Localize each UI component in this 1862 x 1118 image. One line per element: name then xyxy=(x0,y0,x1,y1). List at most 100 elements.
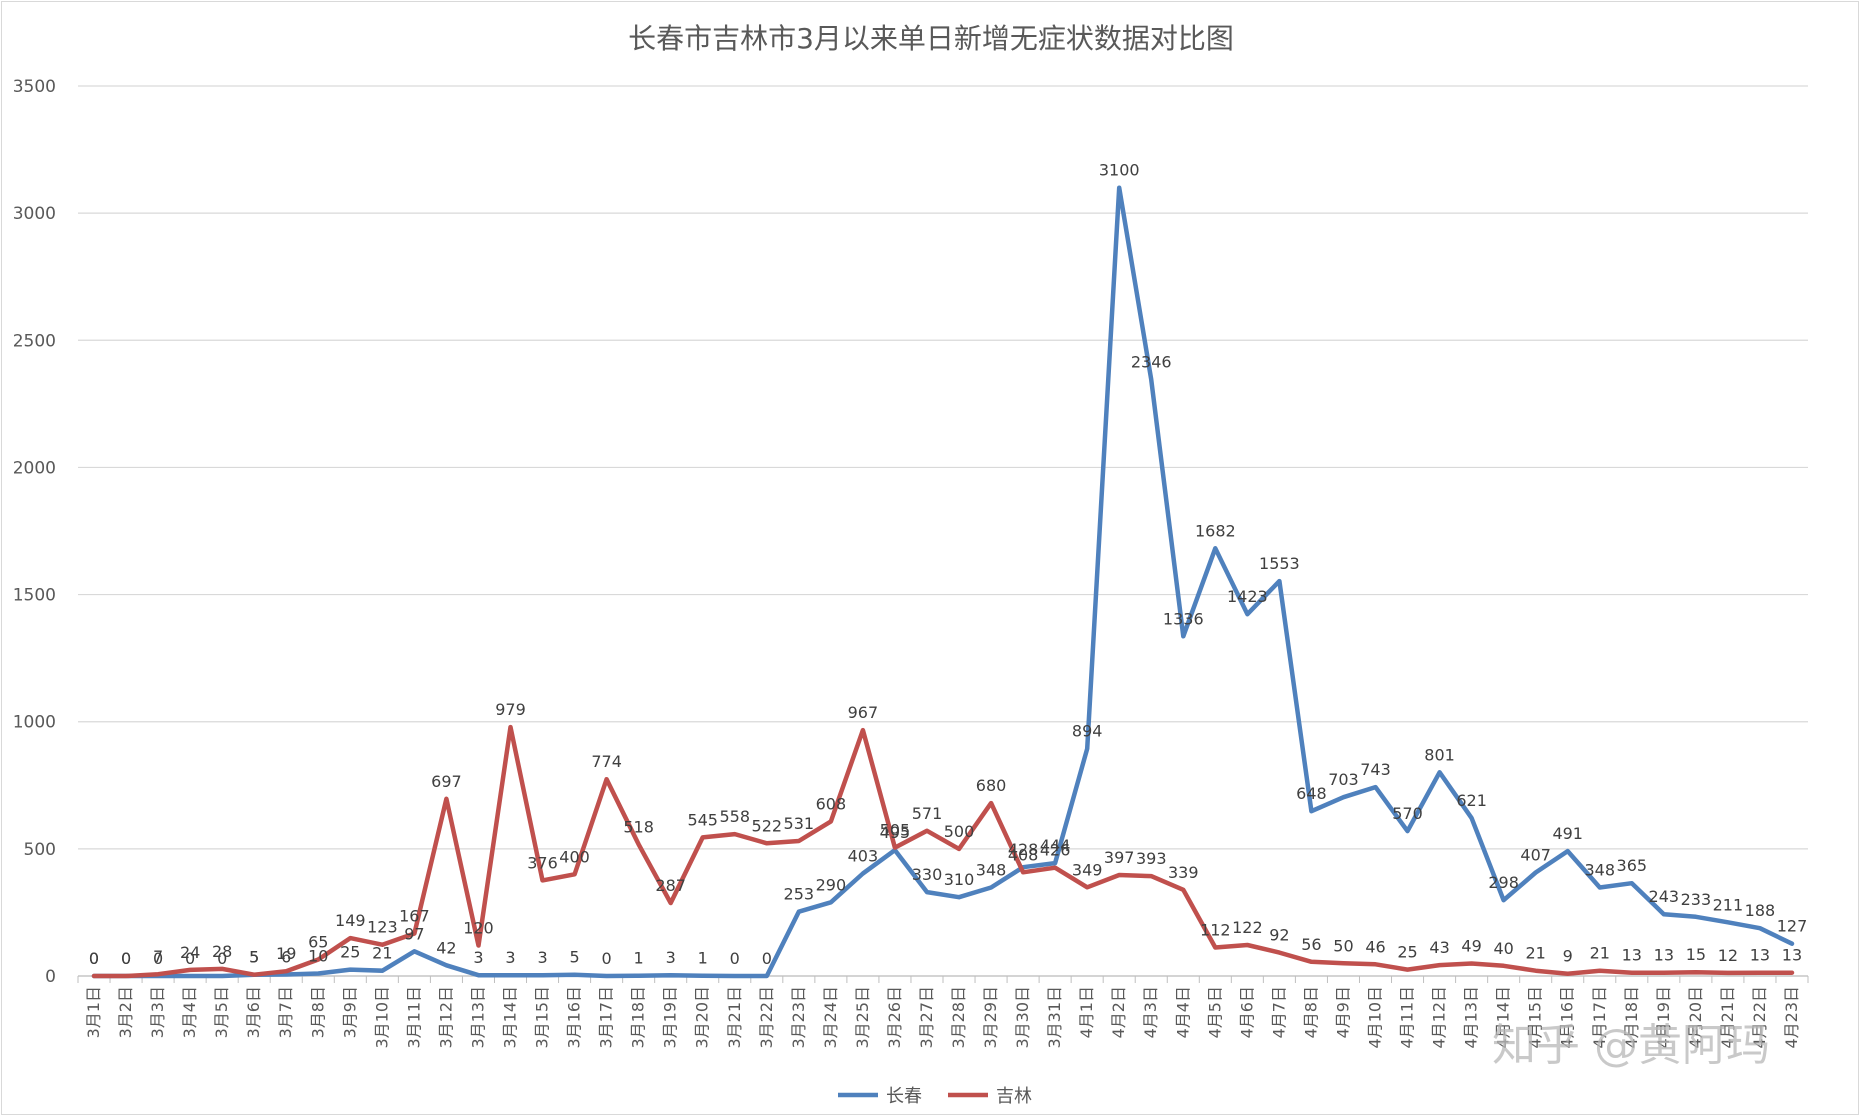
data-label: 680 xyxy=(976,776,1007,795)
data-label: 50 xyxy=(1333,936,1353,955)
x-tick-label: 4月17日 xyxy=(1590,986,1609,1049)
x-tick-label: 3月21日 xyxy=(725,986,744,1049)
x-tick-label: 3月6日 xyxy=(244,986,263,1038)
data-label: 5 xyxy=(249,948,259,967)
data-label: 608 xyxy=(816,794,847,813)
data-label: 0 xyxy=(762,949,772,968)
data-label: 348 xyxy=(1584,861,1615,880)
x-tick-label: 4月10日 xyxy=(1366,986,1385,1049)
data-label: 21 xyxy=(1526,944,1546,963)
x-tick-label: 3月20日 xyxy=(693,986,712,1049)
data-label: 0 xyxy=(89,949,99,968)
data-label: 0 xyxy=(89,949,99,968)
data-label: 3 xyxy=(473,948,483,967)
x-tick-label: 3月10日 xyxy=(372,986,391,1049)
x-tick-label: 4月23日 xyxy=(1782,986,1801,1049)
data-label: 42 xyxy=(436,938,456,957)
x-tick-label: 4月20日 xyxy=(1686,986,1705,1049)
y-axis-ticks: 0 500 1000 1500 2000 2500 3000 3500 xyxy=(13,77,56,987)
data-label: 349 xyxy=(1072,860,1103,879)
data-label: 1682 xyxy=(1195,521,1236,540)
data-label: 967 xyxy=(848,703,879,722)
data-label: 2346 xyxy=(1131,352,1172,371)
data-label: 122 xyxy=(1232,918,1263,937)
data-label: 40 xyxy=(1493,939,1513,958)
data-label: 774 xyxy=(591,752,622,771)
data-label: 0 xyxy=(730,949,740,968)
data-label: 522 xyxy=(752,816,783,835)
data-label: 19 xyxy=(276,944,296,963)
x-tick-label: 3月1日 xyxy=(84,986,103,1038)
data-label: 21 xyxy=(1590,944,1610,963)
data-label: 570 xyxy=(1392,804,1423,823)
x-tick-label: 3月12日 xyxy=(436,986,455,1049)
series-line-jilin xyxy=(91,724,1795,979)
x-tick-label: 3月24日 xyxy=(821,986,840,1049)
data-label: 0 xyxy=(121,949,131,968)
gridlines xyxy=(77,85,1809,983)
data-label: 127 xyxy=(1777,917,1808,936)
data-label: 0 xyxy=(121,949,131,968)
y-tick-label: 2500 xyxy=(13,331,56,351)
data-label: 49 xyxy=(1461,937,1481,956)
data-label: 376 xyxy=(527,853,558,872)
x-tick-label: 3月2日 xyxy=(116,986,135,1038)
series-line-changchun xyxy=(91,185,1795,979)
data-label: 6 xyxy=(281,947,291,966)
data-label: 444 xyxy=(1040,836,1071,855)
data-label: 894 xyxy=(1072,722,1103,741)
x-tick-label: 3月25日 xyxy=(853,986,872,1049)
x-tick-label: 3月16日 xyxy=(565,986,584,1049)
chart-title: 长春市吉林市3月以来单日新增无症状数据对比图 xyxy=(628,22,1234,55)
x-tick-label: 4月4日 xyxy=(1173,986,1192,1038)
x-tick-label: 3月30日 xyxy=(1013,986,1032,1049)
data-label: 25 xyxy=(1397,943,1417,962)
data-label: 697 xyxy=(431,772,462,791)
data-label: 571 xyxy=(912,804,943,823)
data-label: 407 xyxy=(1520,846,1551,865)
x-tick-label: 3月11日 xyxy=(404,986,423,1049)
data-label: 500 xyxy=(944,822,975,841)
data-label: 188 xyxy=(1745,901,1776,920)
data-label: 28 xyxy=(212,942,232,961)
x-tick-label: 4月8日 xyxy=(1301,986,1320,1038)
data-label: 46 xyxy=(1365,937,1385,956)
x-tick-label: 3月26日 xyxy=(885,986,904,1049)
x-tick-label: 4月7日 xyxy=(1269,986,1288,1038)
data-label: 43 xyxy=(1429,938,1449,957)
x-tick-label: 4月9日 xyxy=(1333,986,1352,1038)
data-label: 558 xyxy=(719,807,750,826)
data-label: 10 xyxy=(308,946,328,965)
x-tick-label: 3月28日 xyxy=(949,986,968,1049)
data-label: 1423 xyxy=(1227,587,1268,606)
data-label: 339 xyxy=(1168,863,1199,882)
x-tick-label: 3月15日 xyxy=(533,986,552,1049)
data-label: 3 xyxy=(666,948,676,967)
x-tick-label: 4月22日 xyxy=(1750,986,1769,1049)
data-label: 298 xyxy=(1488,873,1519,892)
x-tick-label: 3月23日 xyxy=(789,986,808,1049)
data-label: 13 xyxy=(1750,946,1770,965)
x-tick-label: 3月18日 xyxy=(629,986,648,1049)
data-label: 92 xyxy=(1269,926,1289,945)
x-tick-label: 3月13日 xyxy=(468,986,487,1049)
data-label: 7 xyxy=(153,947,163,966)
data-label: 3 xyxy=(537,948,547,967)
x-tick-label: 3月14日 xyxy=(501,986,520,1049)
x-tick-label: 3月9日 xyxy=(340,986,359,1038)
data-label: 0 xyxy=(153,949,163,968)
data-label: 3100 xyxy=(1099,161,1140,180)
data-label: 65 xyxy=(308,932,328,951)
x-tick-label: 3月27日 xyxy=(917,986,936,1049)
x-tick-label: 3月17日 xyxy=(597,986,616,1049)
x-tick-label: 3月5日 xyxy=(212,986,231,1038)
data-label: 9 xyxy=(1563,947,1573,966)
x-tick-label: 4月1日 xyxy=(1077,986,1096,1038)
data-label: 3 xyxy=(505,948,515,967)
x-tick-label: 4月18日 xyxy=(1622,986,1641,1049)
y-tick-label: 1500 xyxy=(13,586,56,606)
x-tick-label: 4月14日 xyxy=(1494,986,1513,1049)
y-tick-label: 0 xyxy=(45,967,56,987)
